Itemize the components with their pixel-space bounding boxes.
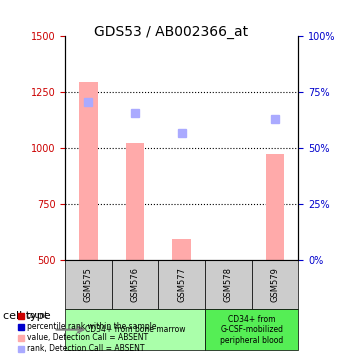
Bar — [205, 310, 298, 350]
Bar — [158, 260, 205, 310]
Text: cell type: cell type — [3, 311, 51, 321]
Text: GSM577: GSM577 — [177, 267, 186, 302]
Text: CD34+ from
G-CSF-mobilized
peripheral blood: CD34+ from G-CSF-mobilized peripheral bl… — [220, 315, 283, 345]
Bar — [112, 260, 158, 310]
Text: GSM576: GSM576 — [131, 267, 140, 302]
Bar — [266, 154, 284, 260]
Bar — [126, 144, 144, 260]
Bar — [252, 260, 298, 310]
Bar — [173, 239, 191, 260]
Text: GSM575: GSM575 — [84, 267, 93, 302]
Text: CD34+ from bone marrow: CD34+ from bone marrow — [85, 325, 186, 334]
Text: GSM578: GSM578 — [224, 267, 233, 302]
Text: GDS53 / AB002366_at: GDS53 / AB002366_at — [94, 25, 249, 39]
Bar — [65, 260, 112, 310]
Bar — [79, 82, 98, 260]
Text: GSM579: GSM579 — [271, 267, 280, 302]
Bar — [205, 260, 252, 310]
Legend: count, percentile rank within the sample, value, Detection Call = ABSENT, rank, : count, percentile rank within the sample… — [17, 311, 156, 353]
Bar — [65, 310, 205, 350]
